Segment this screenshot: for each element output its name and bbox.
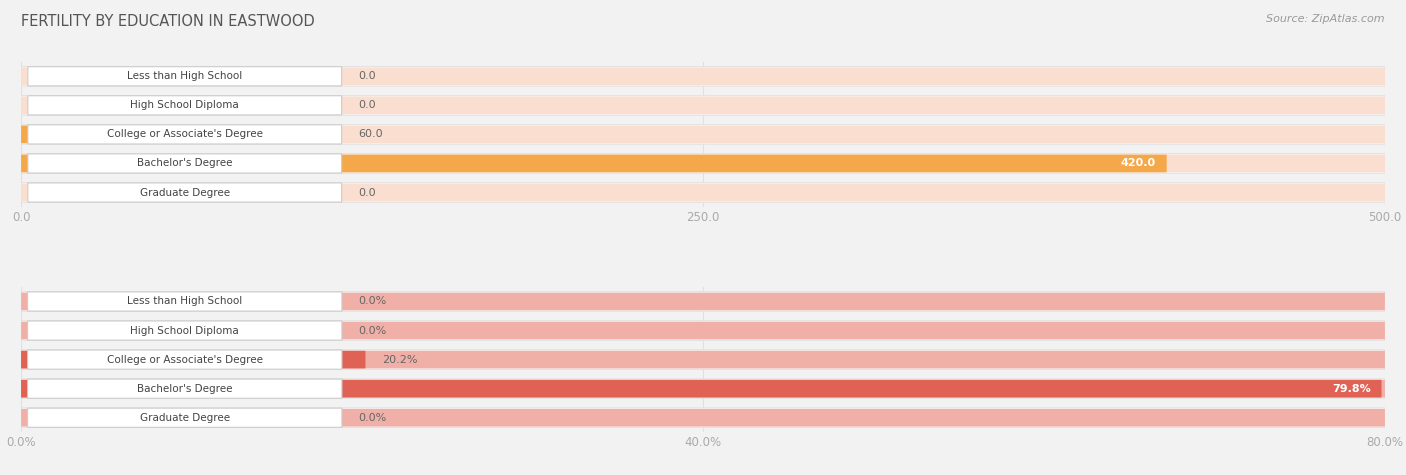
FancyBboxPatch shape [28, 125, 342, 144]
FancyBboxPatch shape [28, 154, 342, 173]
FancyBboxPatch shape [21, 155, 1167, 172]
Text: High School Diploma: High School Diploma [131, 100, 239, 110]
FancyBboxPatch shape [21, 350, 1385, 370]
FancyBboxPatch shape [21, 153, 1385, 173]
Text: 0.0: 0.0 [359, 100, 375, 110]
FancyBboxPatch shape [21, 380, 1382, 398]
Text: Bachelor's Degree: Bachelor's Degree [136, 384, 232, 394]
Text: College or Associate's Degree: College or Associate's Degree [107, 129, 263, 139]
FancyBboxPatch shape [21, 182, 1385, 202]
FancyBboxPatch shape [21, 380, 1385, 398]
FancyBboxPatch shape [21, 322, 1385, 339]
FancyBboxPatch shape [28, 408, 342, 428]
Text: Graduate Degree: Graduate Degree [139, 413, 229, 423]
Text: 0.0: 0.0 [359, 71, 375, 81]
Text: Less than High School: Less than High School [127, 296, 242, 306]
Text: High School Diploma: High School Diploma [131, 325, 239, 335]
Text: Graduate Degree: Graduate Degree [139, 188, 229, 198]
FancyBboxPatch shape [21, 351, 366, 369]
Text: 0.0%: 0.0% [359, 296, 387, 306]
FancyBboxPatch shape [21, 124, 1385, 144]
FancyBboxPatch shape [21, 125, 184, 143]
Text: Source: ZipAtlas.com: Source: ZipAtlas.com [1267, 14, 1385, 24]
FancyBboxPatch shape [21, 321, 1385, 341]
Text: 20.2%: 20.2% [382, 355, 418, 365]
FancyBboxPatch shape [21, 95, 1385, 115]
Text: 60.0: 60.0 [359, 129, 382, 139]
Text: Less than High School: Less than High School [127, 71, 242, 81]
FancyBboxPatch shape [21, 67, 1385, 85]
FancyBboxPatch shape [21, 125, 1385, 143]
FancyBboxPatch shape [28, 183, 342, 202]
FancyBboxPatch shape [21, 155, 1385, 172]
Text: 0.0%: 0.0% [359, 413, 387, 423]
Text: 0.0%: 0.0% [359, 325, 387, 335]
FancyBboxPatch shape [21, 379, 1385, 399]
FancyBboxPatch shape [21, 96, 1385, 114]
FancyBboxPatch shape [21, 292, 1385, 312]
FancyBboxPatch shape [28, 379, 342, 398]
FancyBboxPatch shape [28, 292, 342, 311]
Text: 420.0: 420.0 [1121, 159, 1156, 169]
FancyBboxPatch shape [28, 321, 342, 340]
FancyBboxPatch shape [28, 66, 342, 86]
Text: FERTILITY BY EDUCATION IN EASTWOOD: FERTILITY BY EDUCATION IN EASTWOOD [21, 14, 315, 29]
FancyBboxPatch shape [21, 409, 1385, 427]
Text: College or Associate's Degree: College or Associate's Degree [107, 355, 263, 365]
FancyBboxPatch shape [28, 350, 342, 369]
Text: Bachelor's Degree: Bachelor's Degree [136, 159, 232, 169]
Text: 0.0: 0.0 [359, 188, 375, 198]
FancyBboxPatch shape [21, 408, 1385, 428]
Text: 79.8%: 79.8% [1331, 384, 1371, 394]
FancyBboxPatch shape [21, 184, 1385, 201]
FancyBboxPatch shape [28, 96, 342, 115]
FancyBboxPatch shape [21, 293, 1385, 310]
FancyBboxPatch shape [21, 66, 1385, 86]
FancyBboxPatch shape [21, 351, 1385, 369]
